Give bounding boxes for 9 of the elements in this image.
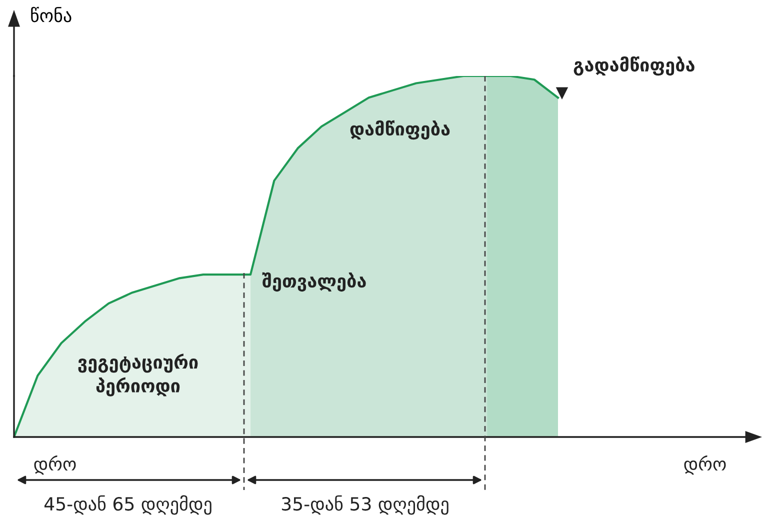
text: 45-დან 65 დღემდე [44, 495, 212, 515]
text: დრო [34, 455, 76, 475]
annotation: შეთვალება [262, 272, 366, 292]
annotation: დამწიფება [350, 120, 450, 140]
annotation: ვეგეტაციური პერიოდი [78, 354, 198, 396]
text: დრო [684, 455, 726, 475]
text: გადამწიფება [574, 56, 694, 76]
y-axis-title: წონა [31, 6, 72, 22]
text: 35-დან 53 დღემდე [282, 495, 448, 515]
